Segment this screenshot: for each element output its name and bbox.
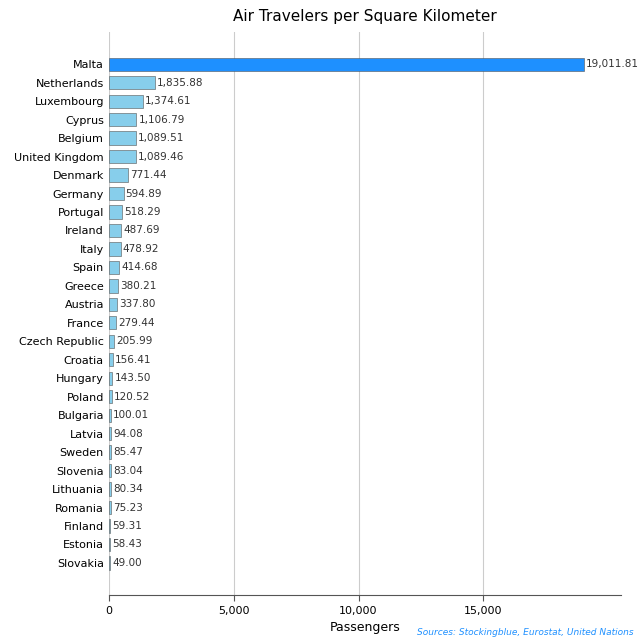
Text: 49.00: 49.00 bbox=[112, 558, 141, 568]
Text: 120.52: 120.52 bbox=[114, 392, 150, 402]
Text: 594.89: 594.89 bbox=[125, 189, 162, 198]
Text: 58.43: 58.43 bbox=[112, 540, 142, 550]
Bar bbox=[109, 58, 584, 71]
Bar bbox=[109, 279, 118, 292]
Bar bbox=[109, 501, 111, 514]
Text: 771.44: 771.44 bbox=[130, 170, 166, 180]
Bar bbox=[109, 408, 111, 422]
Text: 337.80: 337.80 bbox=[119, 300, 156, 309]
Bar bbox=[109, 316, 116, 330]
Bar bbox=[109, 113, 136, 126]
Text: 1,106.79: 1,106.79 bbox=[138, 115, 185, 125]
Bar bbox=[109, 298, 117, 311]
Bar bbox=[109, 131, 136, 145]
Text: 518.29: 518.29 bbox=[124, 207, 160, 217]
Text: 156.41: 156.41 bbox=[115, 355, 151, 365]
Text: 100.01: 100.01 bbox=[113, 410, 149, 420]
Bar bbox=[109, 353, 113, 367]
Text: 83.04: 83.04 bbox=[113, 465, 143, 476]
Bar bbox=[109, 224, 121, 237]
Text: 1,835.88: 1,835.88 bbox=[157, 77, 203, 88]
X-axis label: Passengers: Passengers bbox=[330, 621, 400, 634]
Text: 94.08: 94.08 bbox=[113, 429, 143, 438]
Bar bbox=[109, 260, 119, 274]
Bar bbox=[109, 520, 110, 532]
Bar bbox=[109, 335, 114, 348]
Bar bbox=[109, 168, 128, 182]
Text: 380.21: 380.21 bbox=[120, 281, 157, 291]
Text: 80.34: 80.34 bbox=[113, 484, 143, 494]
Bar bbox=[109, 556, 110, 570]
Bar bbox=[109, 445, 111, 459]
Title: Air Travelers per Square Kilometer: Air Travelers per Square Kilometer bbox=[233, 9, 497, 24]
Text: 75.23: 75.23 bbox=[113, 502, 143, 513]
Text: 205.99: 205.99 bbox=[116, 336, 152, 346]
Text: 487.69: 487.69 bbox=[123, 225, 159, 236]
Text: 414.68: 414.68 bbox=[121, 262, 157, 273]
Bar bbox=[109, 464, 111, 477]
Text: 143.50: 143.50 bbox=[115, 373, 151, 383]
Bar bbox=[109, 95, 143, 108]
Bar bbox=[109, 538, 110, 551]
Text: 1,374.61: 1,374.61 bbox=[145, 96, 191, 106]
Bar bbox=[109, 76, 155, 90]
Bar bbox=[109, 483, 111, 496]
Text: 85.47: 85.47 bbox=[113, 447, 143, 457]
Bar bbox=[109, 187, 124, 200]
Text: 59.31: 59.31 bbox=[112, 521, 142, 531]
Text: 279.44: 279.44 bbox=[118, 318, 154, 328]
Bar bbox=[109, 150, 136, 163]
Bar bbox=[109, 390, 112, 403]
Bar bbox=[109, 243, 121, 255]
Bar bbox=[109, 205, 122, 219]
Bar bbox=[109, 427, 111, 440]
Bar bbox=[109, 372, 113, 385]
Text: Sources: Stockingblue, Eurostat, United Nations: Sources: Stockingblue, Eurostat, United … bbox=[417, 628, 634, 637]
Text: 19,011.81: 19,011.81 bbox=[586, 60, 639, 69]
Text: 1,089.46: 1,089.46 bbox=[138, 152, 184, 162]
Text: 1,089.51: 1,089.51 bbox=[138, 133, 184, 143]
Text: 478.92: 478.92 bbox=[123, 244, 159, 254]
